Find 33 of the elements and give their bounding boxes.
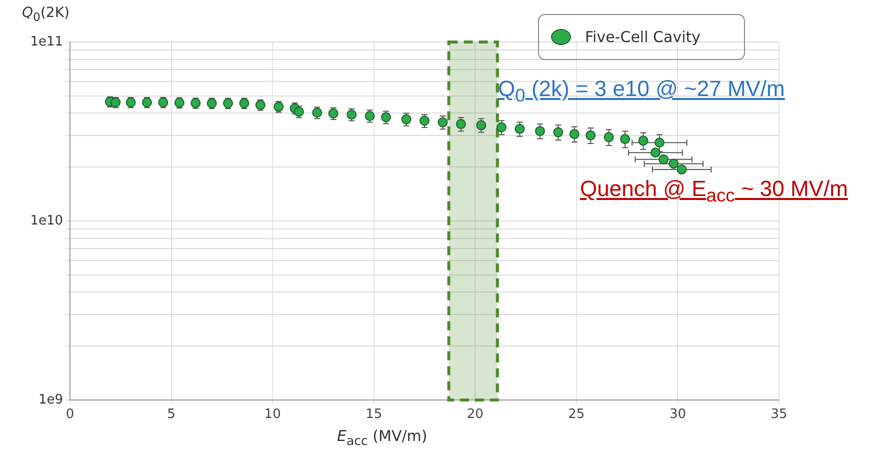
point — [569, 129, 580, 140]
x-tick-label: 10 — [264, 407, 281, 422]
y-tick-label: 1e11 — [30, 34, 63, 50]
annotation: Q$_{0}$ (2k) = 3 e10 @ ~27 MV/m — [498, 76, 785, 106]
point — [514, 124, 525, 134]
point — [650, 148, 660, 158]
point — [586, 130, 596, 140]
y-axis-title: Q$_{0}$(2K) — [22, 5, 70, 24]
point — [534, 126, 545, 136]
point — [676, 164, 687, 174]
y-tick-label: 1e9 — [38, 392, 63, 408]
x-tick-label: 20 — [466, 407, 484, 422]
point — [620, 134, 630, 144]
point — [604, 132, 614, 142]
point — [456, 119, 466, 130]
x-tick-label: 15 — [366, 407, 382, 422]
point — [668, 158, 679, 169]
x-tick-label: 0 — [66, 407, 74, 422]
x-tick-label: 5 — [167, 407, 176, 422]
point — [476, 120, 486, 130]
point — [654, 138, 664, 148]
annotation: Quench @ E$_{acc}$ ~ 30 MV/m — [580, 176, 848, 206]
x-axis-title: E$_{acc}$ (MV/m) — [337, 427, 428, 448]
x-tick-label: 30 — [669, 407, 686, 422]
point — [438, 117, 448, 128]
x-tick-label: 25 — [568, 407, 585, 422]
x-tick-label: 35 — [770, 407, 788, 422]
y-tick-label: 1e10 — [30, 213, 63, 228]
point — [658, 154, 669, 164]
point — [638, 136, 648, 146]
point — [496, 122, 506, 132]
point — [553, 127, 564, 138]
legend-label: Five-Cell Cavity — [585, 28, 700, 46]
